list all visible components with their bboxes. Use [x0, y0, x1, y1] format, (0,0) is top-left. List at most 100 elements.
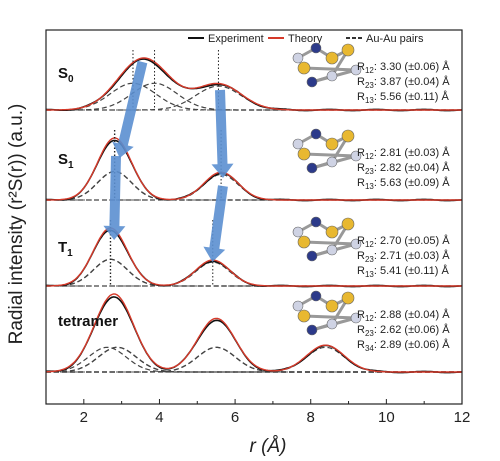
annotation-value: : 5.63 (±0.09) Å — [374, 176, 450, 189]
molecule-bond — [303, 314, 357, 320]
annotation-subscript: 23 — [365, 329, 374, 338]
annotation-symbol: R — [357, 61, 365, 73]
molecule-bond — [303, 152, 357, 158]
panel-label: T1 — [58, 239, 73, 259]
molecule-atom — [306, 76, 318, 88]
annotation-symbol: R — [357, 309, 365, 321]
legend-label: Au-Au pairs — [366, 33, 424, 45]
theory-curve — [45, 293, 462, 373]
x-tick-label: 10 — [378, 409, 395, 426]
molecule-structure-icon — [292, 290, 362, 336]
molecule-atom — [306, 250, 318, 262]
molecule-atom — [325, 299, 339, 313]
au-au-pair-curve — [46, 170, 462, 201]
annotation-symbol: R — [357, 250, 365, 262]
legend-label: Theory — [288, 33, 323, 45]
molecule-atom — [326, 244, 338, 256]
panel-label: S1 — [58, 151, 74, 171]
molecule-atom — [341, 291, 355, 305]
molecule-atom — [310, 128, 322, 140]
peak-shift-arrow — [211, 89, 234, 178]
plot-frame — [45, 29, 463, 405]
annotation-symbol: R — [357, 162, 365, 174]
annotation-subscript: 23 — [365, 255, 374, 264]
molecule-atom — [350, 150, 362, 162]
annotation-subscript: 23 — [365, 81, 374, 90]
au-au-pair-curve — [46, 346, 462, 373]
annotation-value: : 2.82 (±0.04) Å — [374, 161, 450, 174]
annotation-symbol: R — [357, 76, 365, 88]
annotation-subscript: 34 — [365, 344, 374, 353]
molecule-atom — [310, 290, 322, 302]
molecule-atom — [341, 43, 355, 57]
annotation-value: : 5.41 (±0.11) Å — [374, 264, 450, 277]
y-axis-label: Radial intensity (r²S(r)) (a.u.) — [6, 104, 27, 345]
molecule-atom — [306, 324, 318, 336]
panel-label-subscript: 1 — [67, 248, 73, 259]
annotation-symbol: R — [357, 339, 365, 351]
distance-annotation: R12: 2.88 (±0.04) Å — [357, 308, 450, 323]
molecule-atom — [350, 238, 362, 250]
x-tick-label: 4 — [155, 409, 163, 426]
annotation-subscript: 13 — [365, 270, 374, 279]
au-au-pair-curve — [46, 82, 462, 111]
molecule-atom — [292, 138, 304, 150]
molecule-atom — [350, 64, 362, 76]
x-axis-label: r (Å) — [250, 436, 287, 457]
molecule-atom — [341, 129, 355, 143]
axes: 2 4 6 8 10 12 — [45, 29, 471, 426]
annotation-symbol: R — [357, 147, 365, 159]
annotation-symbol: R — [357, 177, 365, 189]
legend-label: Experiment — [208, 33, 264, 45]
molecule-structure-icon — [292, 42, 362, 88]
panel-label: S0 — [58, 65, 74, 85]
annotation-symbol: R — [357, 235, 365, 247]
annotation-subscript: 12 — [365, 152, 374, 161]
peak-shift-arrow — [203, 185, 228, 262]
x-tick-label: 12 — [454, 409, 471, 426]
molecule-atom — [306, 162, 318, 174]
legend: Experiment Theory Au-Au pairs — [188, 33, 424, 45]
molecule-atom — [310, 216, 322, 228]
x-tick-label: 6 — [231, 409, 239, 426]
distance-annotation: R13: 5.56 (±0.11) Å — [357, 90, 449, 105]
annotation-value: : 2.62 (±0.06) Å — [374, 323, 450, 336]
molecule-bond — [303, 66, 357, 72]
molecule-atom — [297, 147, 311, 161]
molecule-atom — [326, 156, 338, 168]
molecule-structure-icon — [292, 128, 362, 174]
distance-annotation: R12: 2.70 (±0.05) Å — [357, 234, 450, 249]
annotation-symbol: R — [357, 265, 365, 277]
molecule-structure-icon — [292, 216, 362, 262]
au-au-pair-curve — [46, 346, 462, 373]
peak-shift-arrow — [103, 155, 126, 240]
annotation-symbol: R — [357, 324, 365, 336]
molecule-atom — [350, 312, 362, 324]
molecule-atom — [292, 52, 304, 64]
distance-annotation: R23: 2.82 (±0.04) Å — [357, 161, 450, 176]
molecule-bond — [303, 240, 357, 246]
molecule-atom — [341, 217, 355, 231]
molecule-atom — [325, 225, 339, 239]
panel-label-subscript: 1 — [68, 160, 74, 171]
panel-label-subscript: 0 — [68, 74, 74, 85]
molecule-atom — [326, 318, 338, 330]
annotation-value: : 2.71 (±0.03) Å — [374, 249, 450, 262]
distance-annotation: R23: 2.62 (±0.06) Å — [357, 323, 450, 338]
molecule-atom — [325, 51, 339, 65]
au-au-pair-curve — [46, 346, 462, 373]
molecule-atom — [326, 70, 338, 82]
annotation-value: : 2.89 (±0.06) Å — [374, 338, 450, 351]
annotation-value: : 3.87 (±0.04) Å — [374, 75, 450, 88]
x-tick-label: 8 — [307, 409, 315, 426]
annotation-symbol: R — [357, 91, 365, 103]
distance-annotation: R12: 2.81 (±0.03) Å — [357, 146, 450, 161]
molecule-atom — [297, 61, 311, 75]
annotation-value: : 2.88 (±0.04) Å — [374, 308, 450, 321]
x-tick-label: 2 — [80, 409, 88, 426]
annotation-value: : 2.81 (±0.03) Å — [374, 146, 450, 159]
annotation-subscript: 12 — [365, 66, 374, 75]
